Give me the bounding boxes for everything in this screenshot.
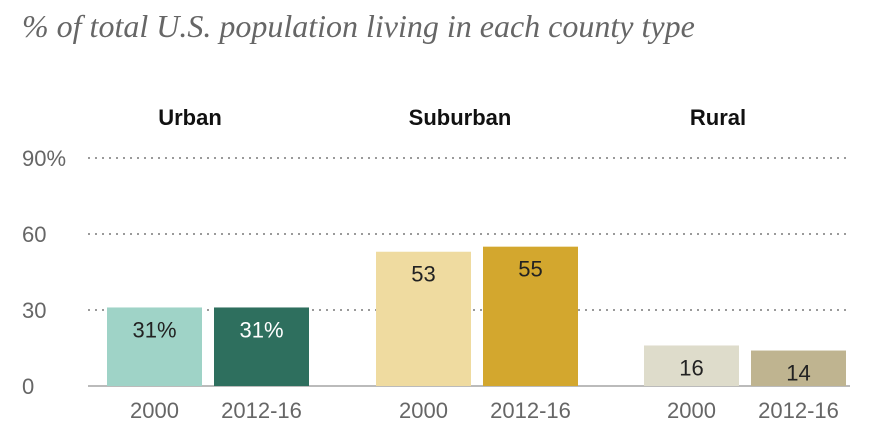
bar xyxy=(644,345,739,386)
data-label: 55 xyxy=(518,257,542,282)
bar xyxy=(214,307,309,386)
x-tick-label: 2012-16 xyxy=(490,398,571,423)
group-label: Urban xyxy=(158,105,222,130)
y-tick-label: 30 xyxy=(22,298,46,323)
x-tick-label: 2012-16 xyxy=(758,398,839,423)
y-tick-label: 90% xyxy=(22,146,66,171)
data-label: 31% xyxy=(239,317,283,342)
group-label: Suburban xyxy=(409,105,512,130)
bar xyxy=(751,350,846,386)
data-label: 14 xyxy=(786,361,810,386)
x-tick-label: 2012-16 xyxy=(221,398,302,423)
y-tick-label: 0 xyxy=(22,374,34,399)
x-tick-label: 2000 xyxy=(130,398,179,423)
data-label: 31% xyxy=(132,317,176,342)
x-tick-label: 2000 xyxy=(399,398,448,423)
chart-subtitle: % of total U.S. population living in eac… xyxy=(22,8,695,44)
data-label: 16 xyxy=(679,355,703,380)
x-tick-label: 2000 xyxy=(667,398,716,423)
y-tick-label: 60 xyxy=(22,222,46,247)
bar xyxy=(376,251,471,386)
bar xyxy=(107,307,202,386)
group-label: Rural xyxy=(690,105,746,130)
bar xyxy=(483,246,578,386)
data-label: 53 xyxy=(411,262,435,287)
